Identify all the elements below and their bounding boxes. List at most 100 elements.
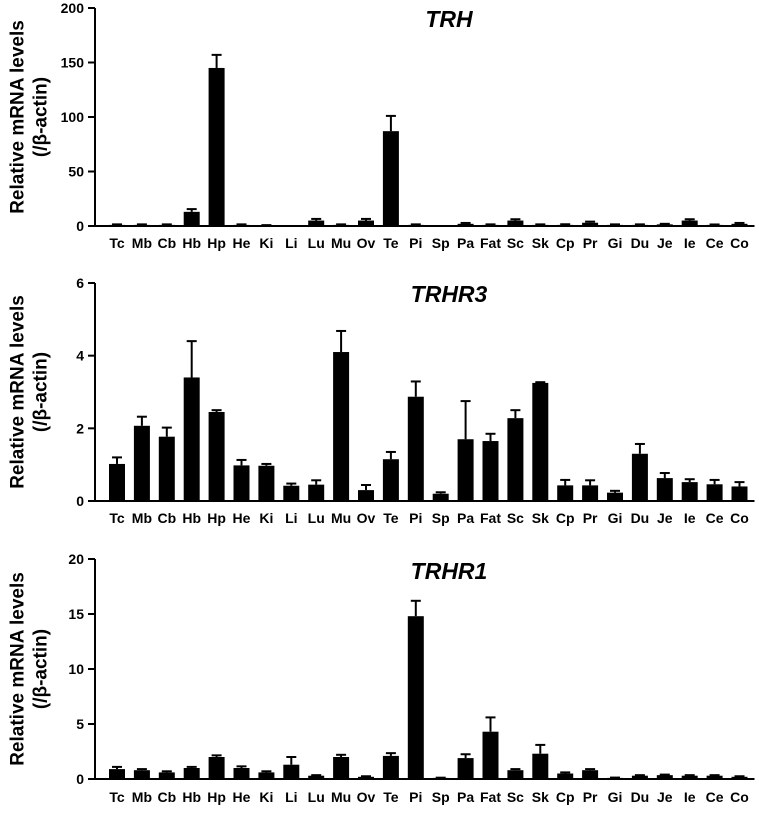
y-tick-label: 10	[68, 661, 84, 677]
bar-mb	[133, 425, 150, 501]
bar-je	[656, 478, 673, 501]
chart-title: TRH	[425, 6, 473, 32]
bar-cp	[557, 773, 574, 779]
bar-ov	[358, 220, 374, 226]
bar-ov	[358, 490, 374, 501]
x-tick-label: Mb	[132, 235, 152, 251]
bar-hp	[208, 411, 225, 501]
y-tick-label: 15	[68, 606, 84, 622]
bar-cp	[557, 485, 574, 501]
x-tick-label: Sk	[532, 510, 549, 526]
bar-li	[283, 485, 300, 501]
y-tick-label: 0	[76, 218, 84, 234]
x-tick-label: Cb	[157, 510, 176, 526]
x-tick-label: Sc	[507, 235, 524, 251]
y-tick-label: 4	[76, 348, 84, 364]
x-tick-label: Mu	[331, 789, 351, 805]
x-tick-label: Mb	[132, 789, 152, 805]
chart-panel-trhr3: TRHR3 Relative mRNA levels (/β-actin) 0 2 4 6 T…	[8, 275, 755, 526]
y-tick-label: 150	[61, 55, 85, 71]
y-tick-label: 100	[61, 109, 85, 125]
y-tick-label: 50	[68, 164, 84, 180]
bar-mu	[333, 224, 350, 226]
bar-lu	[308, 484, 325, 501]
bar-sk	[532, 224, 549, 226]
bar-sc	[507, 418, 524, 501]
x-tick-label: Lu	[308, 789, 325, 805]
x-tick-label: Mb	[132, 510, 152, 526]
bar-hp	[208, 757, 225, 779]
bar-je	[656, 775, 673, 779]
x-tick-label: Sp	[432, 789, 450, 805]
x-tick-label: Co	[730, 789, 749, 805]
x-tick-label: Ce	[706, 235, 724, 251]
bar-sc	[507, 770, 524, 779]
x-tick-label: Hp	[207, 510, 226, 526]
bar-lu	[308, 220, 325, 226]
bar-pi	[407, 224, 424, 226]
y-tick-label: 2	[76, 420, 84, 436]
bar-ie	[681, 775, 698, 779]
bar-du	[631, 453, 648, 501]
chart-panel-trh: TRH Relative mRNA levels (/β-actin) 0 50 100 1…	[8, 0, 755, 251]
bar-ki	[258, 772, 275, 779]
x-tick-label: Cp	[556, 235, 575, 251]
y-tick-label: 0	[76, 771, 84, 787]
bar-cb	[158, 772, 175, 779]
x-tick-label: Cb	[157, 789, 176, 805]
x-tick-label: Je	[657, 510, 673, 526]
bar-cb	[158, 436, 175, 501]
y-tick-label: 200	[61, 0, 85, 16]
bar-du	[631, 775, 648, 779]
bar-co	[731, 223, 748, 226]
x-tick-label: Sk	[532, 789, 549, 805]
x-tick-label: Pi	[409, 789, 422, 805]
x-tick-label: Hb	[182, 510, 201, 526]
x-tick-label: Tc	[109, 510, 125, 526]
x-tick-label: He	[233, 235, 251, 251]
x-tick-label: Fat	[480, 510, 501, 526]
x-tick-label: Ce	[706, 789, 724, 805]
y-tick-label: 5	[76, 716, 84, 732]
bar-he	[233, 224, 250, 226]
x-tick-label: He	[233, 789, 251, 805]
bar-sk	[532, 382, 549, 501]
x-tick-label: Je	[657, 235, 673, 251]
x-tick-label: Ki	[259, 235, 273, 251]
x-tick-label: Hp	[207, 789, 226, 805]
bar-hp	[208, 67, 225, 226]
x-tick-label: Cp	[556, 789, 575, 805]
x-tick-label: Cp	[556, 510, 575, 526]
bar-pi	[407, 396, 424, 501]
bar-ie	[681, 482, 698, 501]
x-tick-label: Pa	[457, 235, 474, 251]
bar-fat	[482, 224, 499, 226]
y-axis-label: Relative mRNA levels	[8, 295, 29, 489]
bar-pa	[457, 758, 474, 779]
y-axis-label: (/β-actin)	[31, 77, 52, 157]
bar-ce	[706, 775, 723, 779]
chart-title: TRHR1	[411, 558, 488, 584]
x-tick-label: Li	[285, 789, 297, 805]
x-tick-label: Pr	[583, 789, 598, 805]
x-tick-label: Fat	[480, 235, 501, 251]
bar-pr	[582, 770, 599, 779]
x-tick-label: Lu	[308, 235, 325, 251]
bar-ce	[706, 484, 723, 501]
bar-tc	[109, 463, 125, 501]
bar-mu	[333, 757, 350, 779]
bar-hb	[183, 377, 200, 501]
x-tick-label: Ce	[706, 510, 724, 526]
x-tick-label: Gi	[608, 235, 623, 251]
x-tick-label: Du	[631, 789, 650, 805]
bar-te	[382, 755, 399, 779]
x-tick-label: Ov	[357, 789, 376, 805]
x-tick-label: Fat	[480, 789, 501, 805]
bar-du	[631, 224, 648, 226]
bar-pr	[582, 485, 599, 501]
bar-te	[382, 131, 399, 226]
bar-ie	[681, 220, 698, 226]
x-tick-label: Tc	[109, 235, 125, 251]
x-tick-label: Li	[285, 510, 297, 526]
